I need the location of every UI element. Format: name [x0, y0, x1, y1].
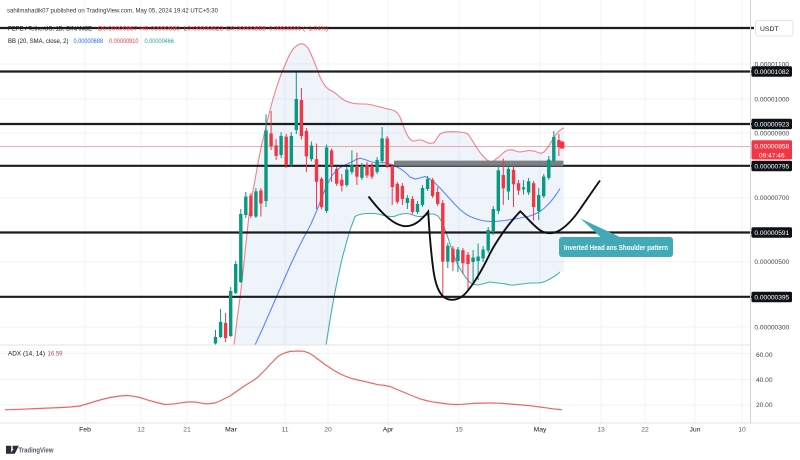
svg-text:10: 10	[738, 427, 746, 434]
svg-text:22: 22	[641, 427, 649, 434]
svg-text:L0.00000823: L0.00000823	[184, 26, 224, 33]
svg-text:20: 20	[324, 427, 332, 434]
svg-text:Mar: Mar	[225, 427, 237, 434]
svg-text:60.00: 60.00	[756, 352, 773, 359]
svg-text:0.00000688: 0.00000688	[74, 38, 104, 45]
svg-text:Jun: Jun	[690, 427, 701, 434]
svg-text:Inverted Head ans Shoulder pat: Inverted Head ans Shoulder pattern	[564, 243, 668, 252]
svg-text:0.00000795: 0.00000795	[754, 163, 789, 170]
svg-text:0.00000000 (−1.04%): 0.00000000 (−1.04%)	[269, 26, 328, 33]
svg-text:0.00000910: 0.00000910	[109, 38, 139, 45]
svg-text:0.00001100: 0.00001100	[755, 61, 790, 68]
svg-text:sahilmahadik07 published on Tr: sahilmahadik07 published on TradingView.…	[7, 7, 218, 14]
svg-text:0.00000900: 0.00000900	[754, 130, 789, 137]
svg-text:0.00000395: 0.00000395	[754, 294, 789, 301]
svg-text:0.00000858: 0.00000858	[754, 143, 789, 150]
svg-text:BB (20, SMA, close, 2): BB (20, SMA, close, 2)	[8, 38, 69, 45]
svg-text:0.00000466: 0.00000466	[145, 38, 175, 45]
svg-text:0.00000500: 0.00000500	[754, 259, 789, 266]
svg-text:12: 12	[137, 427, 145, 434]
svg-text:0.00000700: 0.00000700	[754, 195, 789, 202]
svg-text:Apr: Apr	[383, 427, 394, 434]
svg-text:20.00: 20.00	[756, 402, 773, 409]
svg-text:H0.00000880: H0.00000880	[140, 26, 180, 33]
svg-text:11: 11	[281, 427, 288, 434]
svg-text:TradingView: TradingView	[19, 446, 54, 455]
svg-text:Feb: Feb	[79, 427, 91, 434]
svg-text:0.00000923: 0.00000923	[754, 121, 789, 128]
svg-text:USDT: USDT	[760, 26, 779, 33]
svg-text:0.00000591: 0.00000591	[754, 230, 789, 237]
svg-text:40.00: 40.00	[756, 377, 773, 384]
svg-text:PEPE / TetherUS, 1D, BINANCE: PEPE / TetherUS, 1D, BINANCE	[8, 26, 93, 33]
svg-text:13: 13	[597, 427, 605, 434]
svg-text:16.59: 16.59	[48, 351, 64, 358]
svg-text:21: 21	[183, 427, 191, 434]
svg-text:C0.00000858: C0.00000858	[226, 26, 266, 33]
svg-text:15: 15	[455, 427, 463, 434]
svg-text:O0.00000867: O0.00000867	[98, 26, 138, 33]
svg-text:May: May	[534, 427, 547, 434]
svg-text:0.00001000: 0.00001000	[754, 96, 789, 103]
svg-text:0.00000300: 0.00000300	[754, 324, 789, 331]
svg-text:0.00001082: 0.00001082	[754, 69, 789, 76]
svg-text:ADX (14, 14): ADX (14, 14)	[8, 351, 45, 358]
svg-text:09:47:46: 09:47:46	[759, 152, 785, 159]
